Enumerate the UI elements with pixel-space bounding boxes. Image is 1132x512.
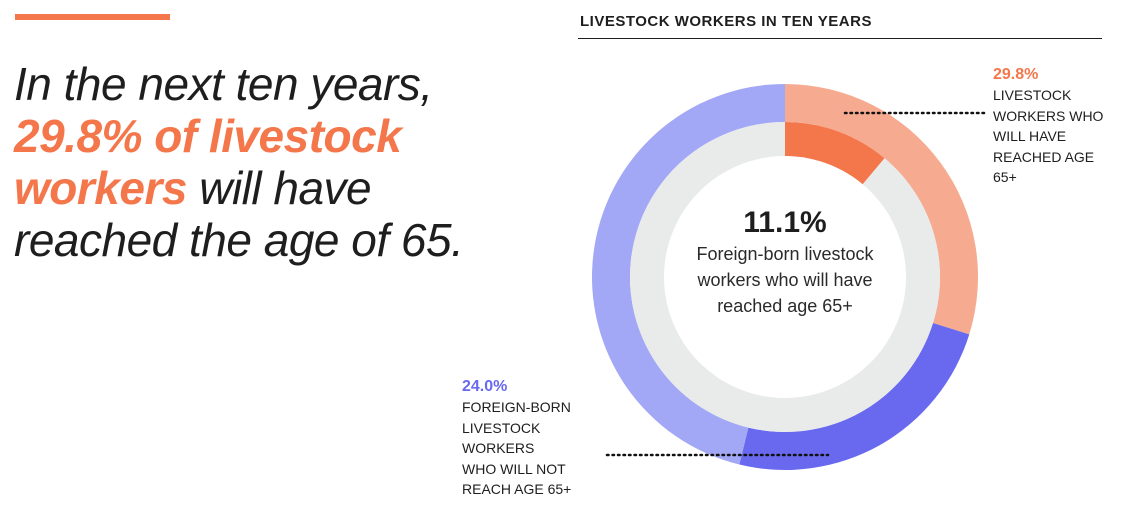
callout-not-reach-65-line: REACH AGE 65+ (462, 481, 572, 497)
callout-reached-65-line: WILL HAVE (993, 128, 1067, 144)
callout-not-reach-65-line: LIVESTOCK (462, 419, 541, 436)
callout-reached-65-line: WORKERS WHO (993, 107, 1104, 124)
outer-ring-segment-2 (592, 84, 785, 465)
callout-not-reach-65-line: FOREIGN-BORN (462, 399, 571, 415)
callout-not-reach-65-line: WORKERS (462, 440, 535, 456)
outer-ring-segment-0 (785, 84, 978, 335)
center-value: 11.1% (743, 206, 827, 239)
callout-reached-65-line: REACHED AGE (993, 148, 1095, 165)
callout-not-reach-65-value: 24.0% (462, 378, 508, 395)
center-label: Foreign-born livestock workers who will … (696, 244, 874, 316)
callout-reached-65-value: 29.8% (993, 66, 1039, 83)
outer-ring-segment-1 (739, 323, 970, 471)
chart-title: LIVESTOCK WORKERS IN TEN YEARS (580, 13, 872, 30)
callout-not-reach-65: 24.0% FOREIGN-BORN LIVESTOCK WORKERS WHO… (462, 376, 602, 500)
headline: In the next ten years, 29.8% of livestoc… (14, 58, 484, 266)
headline-rest: will have reached the age of 65. (14, 162, 464, 266)
callout-reached-65-line: 65+ (993, 169, 1017, 185)
callout-reached-65-line: LIVESTOCK (993, 87, 1072, 103)
headline-highlight: 29.8% of livestock workers (14, 110, 402, 214)
title-rule (578, 38, 1102, 39)
center-label-block: 11.1% Foreign-born livestock workers who… (680, 205, 890, 319)
accent-bar (15, 14, 170, 20)
headline-line1: In the next ten years, (14, 58, 433, 110)
callout-not-reach-65-line: WHO WILL NOT (462, 460, 566, 477)
callout-reached-65: 29.8% LIVESTOCK WORKERS WHO WILL HAVE RE… (993, 64, 1123, 188)
donut-hole (664, 156, 906, 398)
